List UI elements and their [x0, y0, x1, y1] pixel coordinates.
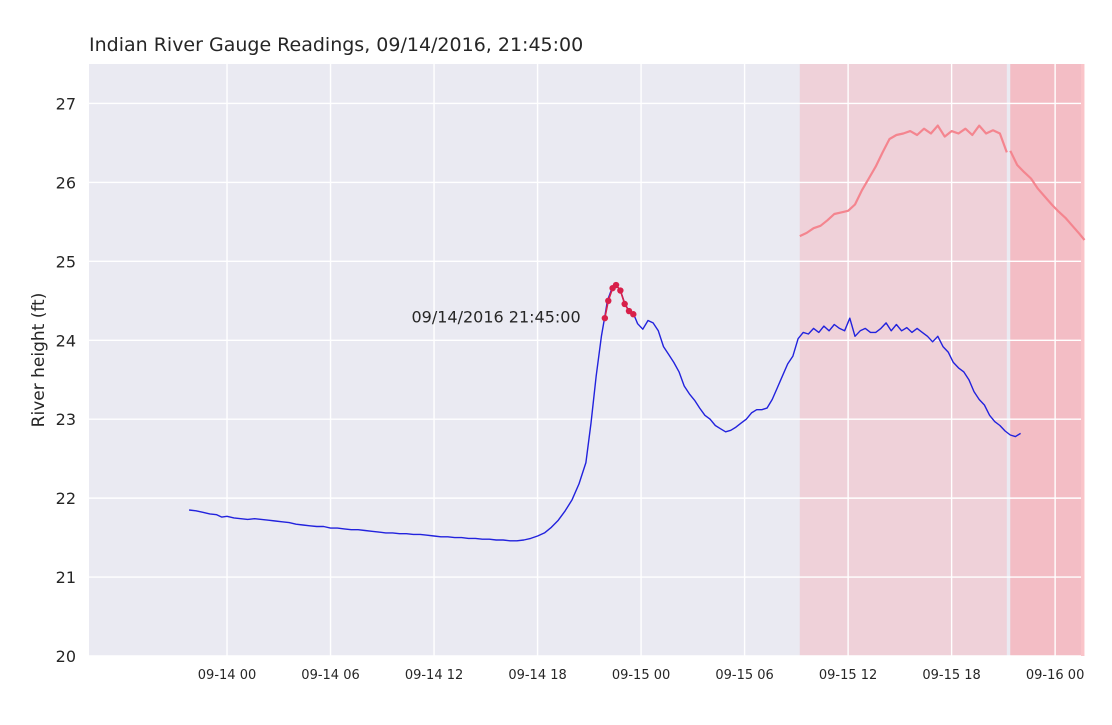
observed-line	[189, 284, 1021, 542]
shaded-region-2	[1010, 64, 1085, 656]
x-tick-label: 09-15 18	[922, 668, 980, 683]
x-tick-label: 09-15 00	[612, 668, 670, 683]
tick-labels: 09-14 00 09-14 06 09-14 12 09-14 18 09-15 00…	[56, 94, 1085, 683]
x-tick-label: 09-14 00	[198, 668, 256, 683]
highlight-point	[605, 297, 612, 304]
highlight-point	[601, 314, 609, 322]
y-tick-label: 20	[56, 647, 76, 666]
forecast-line-2	[799, 124, 1008, 238]
y-tick-label: 24	[56, 331, 76, 350]
x-tick-label: 09-14 12	[405, 668, 463, 683]
y-tick-label: 22	[56, 489, 76, 508]
forecast-line-3	[1009, 150, 1086, 241]
annotation-label: 09/14/2016 21:45:00	[412, 308, 581, 327]
gridlines	[89, 64, 1081, 657]
y-tick-label: 25	[56, 252, 76, 271]
chart-title: Indian River Gauge Readings, 09/14/2016,…	[89, 34, 584, 56]
series-lines	[189, 124, 1086, 542]
x-tick-label: 09-14 18	[508, 668, 566, 683]
y-tick-label: 23	[56, 410, 76, 429]
highlight-point	[630, 311, 637, 318]
shaded-regions	[799, 64, 1085, 656]
x-tick-label: 09-14 06	[301, 668, 359, 683]
highlight-point	[621, 300, 628, 308]
highlight-point	[617, 287, 624, 294]
shaded-region-1	[799, 64, 1007, 656]
y-tick-label: 26	[56, 173, 76, 192]
x-tick-label: 09-16 00	[1026, 668, 1084, 683]
y-axis-label: River height (ft)	[29, 293, 49, 428]
x-tick-label: 09-15 12	[819, 668, 877, 683]
y-tick-label: 21	[56, 568, 76, 587]
highlight-point	[612, 281, 620, 289]
x-tick-label: 09-15 06	[715, 668, 773, 683]
y-tick-label: 27	[56, 94, 76, 113]
